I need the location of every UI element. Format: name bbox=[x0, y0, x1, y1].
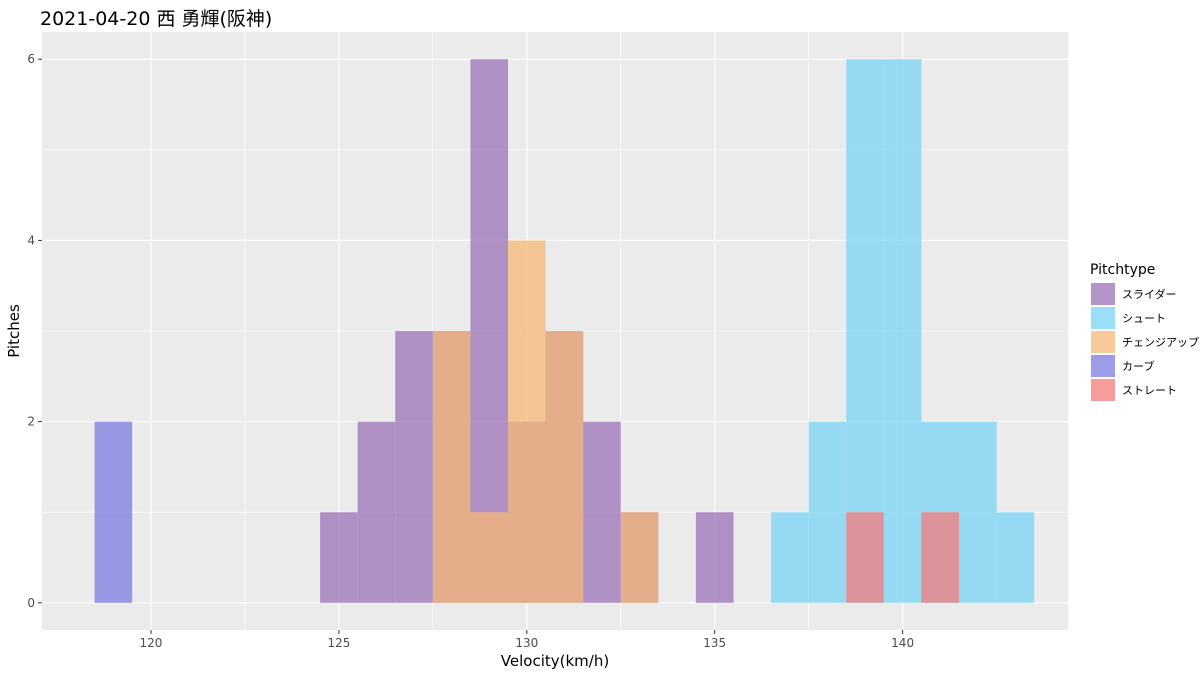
legend-label: スライダー bbox=[1122, 287, 1177, 301]
x-tick-label: 135 bbox=[703, 636, 726, 650]
bar-シュート bbox=[959, 421, 997, 603]
y-tick-label: 2 bbox=[27, 415, 35, 429]
bar-スライダー bbox=[357, 421, 396, 603]
axes: 120 125 130 135 140 0 2 4 6 bbox=[27, 52, 914, 650]
legend-label: チェンジアップ bbox=[1122, 336, 1199, 349]
x-axis-title: Velocity(km/h) bbox=[501, 652, 609, 670]
bar-チェンジアップ bbox=[470, 512, 509, 603]
bar-チェンジアップ bbox=[432, 331, 471, 603]
y-tick-label: 0 bbox=[27, 596, 35, 610]
bar-シュート bbox=[808, 421, 847, 603]
bar-スライダー bbox=[395, 331, 433, 603]
y-axis-title: Pitches bbox=[5, 304, 23, 358]
legend-label: シュート bbox=[1122, 312, 1166, 325]
bar-チェンジアップ bbox=[545, 331, 584, 603]
legend-label: ストレート bbox=[1122, 384, 1177, 397]
x-tick-label: 130 bbox=[515, 636, 538, 650]
bar-シュート bbox=[996, 512, 1035, 603]
bar-ストレート bbox=[921, 512, 960, 603]
legend-key-スライダー bbox=[1091, 283, 1115, 305]
chart-title: 2021-04-20 西 勇輝(阪神) bbox=[40, 8, 273, 30]
y-tick-label: 6 bbox=[27, 52, 35, 66]
x-tick-label: 140 bbox=[891, 636, 914, 650]
y-tick-label: 4 bbox=[27, 233, 35, 247]
legend-label: カーブ bbox=[1122, 359, 1154, 373]
legend-title: Pitchtype bbox=[1090, 262, 1155, 278]
legend-key-ストレート bbox=[1091, 379, 1115, 401]
bar-チェンジアップ bbox=[508, 240, 546, 603]
bar-スライダー bbox=[320, 512, 358, 603]
bars-layer bbox=[94, 59, 1035, 603]
bar-ストレート bbox=[846, 512, 884, 603]
x-tick-label: 125 bbox=[327, 636, 350, 650]
bar-チェンジアップ bbox=[620, 512, 659, 603]
bar-カーブ bbox=[94, 421, 133, 603]
bar-シュート bbox=[883, 59, 922, 603]
bar-スライダー bbox=[695, 512, 734, 603]
bar-スライダー bbox=[583, 421, 621, 603]
bar-シュート bbox=[771, 512, 809, 603]
legend-key-カーブ bbox=[1091, 355, 1115, 377]
legend-key-シュート bbox=[1091, 307, 1115, 329]
x-tick-label: 120 bbox=[140, 636, 163, 650]
legend-key-チェンジアップ bbox=[1091, 331, 1115, 353]
